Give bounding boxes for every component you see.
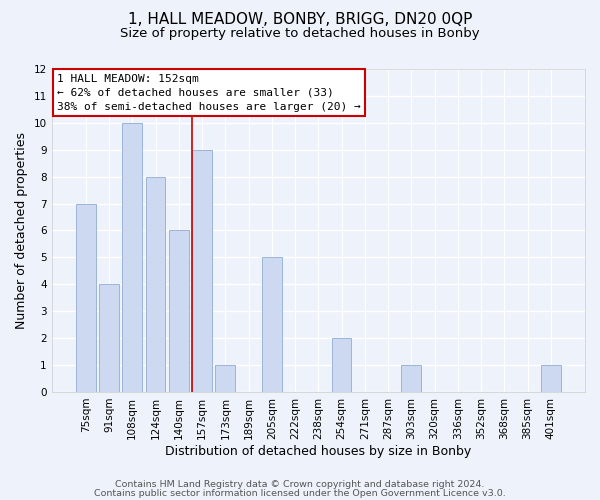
Text: Contains HM Land Registry data © Crown copyright and database right 2024.: Contains HM Land Registry data © Crown c… (115, 480, 485, 489)
Y-axis label: Number of detached properties: Number of detached properties (15, 132, 28, 329)
Text: 1 HALL MEADOW: 152sqm
← 62% of detached houses are smaller (33)
38% of semi-deta: 1 HALL MEADOW: 152sqm ← 62% of detached … (57, 74, 361, 112)
Bar (262, 258, 282, 392)
Bar (332, 338, 352, 392)
Text: Size of property relative to detached houses in Bonby: Size of property relative to detached ho… (120, 28, 480, 40)
Bar (192, 150, 212, 392)
Bar (76, 204, 95, 392)
Bar (99, 284, 119, 392)
Text: 1, HALL MEADOW, BONBY, BRIGG, DN20 0QP: 1, HALL MEADOW, BONBY, BRIGG, DN20 0QP (128, 12, 472, 28)
Bar (169, 230, 188, 392)
Bar (215, 365, 235, 392)
Bar (401, 365, 421, 392)
Bar (122, 123, 142, 392)
Bar (541, 365, 561, 392)
Bar (146, 176, 166, 392)
Text: Contains public sector information licensed under the Open Government Licence v3: Contains public sector information licen… (94, 488, 506, 498)
X-axis label: Distribution of detached houses by size in Bonby: Distribution of detached houses by size … (165, 444, 472, 458)
